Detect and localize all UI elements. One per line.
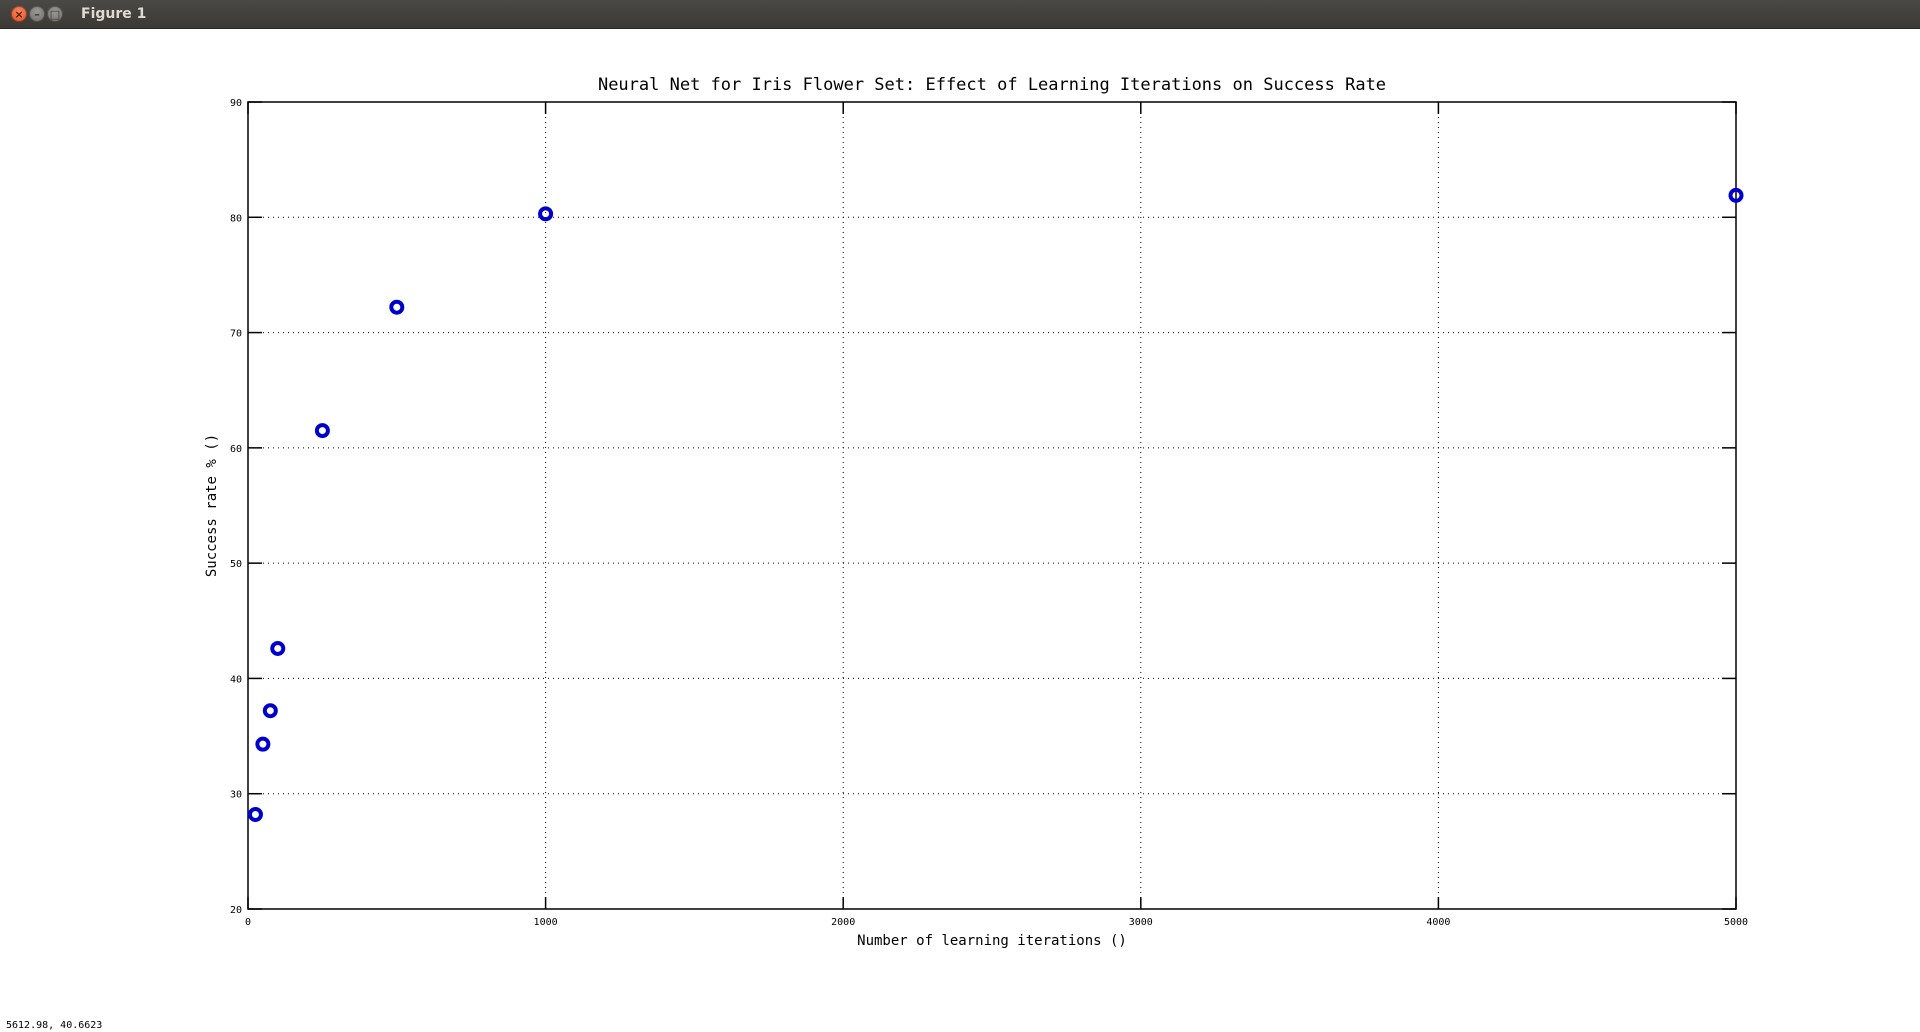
x-tick-label: 5000 <box>1724 917 1748 928</box>
y-tick-label: 80 <box>230 213 242 224</box>
grid-lines <box>248 102 1736 909</box>
y-tick-label: 30 <box>230 790 242 801</box>
y-tick-label: 20 <box>230 905 242 916</box>
data-point <box>247 806 263 822</box>
y-tick-label: 40 <box>230 674 242 685</box>
minimize-icon: – <box>34 7 40 21</box>
data-point <box>255 736 271 752</box>
axis-ticks: 0 1000 2000 3000 4000 5000 20 30 40 50 60 70 80 90 <box>230 98 1748 928</box>
maximize-icon: □ <box>49 7 61 21</box>
axes-box <box>247 101 1737 910</box>
y-tick-label: 50 <box>230 559 242 570</box>
y-tick-label: 90 <box>230 98 242 109</box>
window-titlebar: × – □ Figure 1 <box>0 0 1920 29</box>
scatter-plot[interactable]: Neural Net for Iris Flower Set: Effect o… <box>0 29 1920 1019</box>
data-point <box>262 703 278 719</box>
chart-title: Neural Net for Iris Flower Set: Effect o… <box>598 75 1386 95</box>
x-tick-label: 4000 <box>1426 917 1450 928</box>
minimize-window-button[interactable]: – <box>29 6 45 22</box>
data-point <box>1728 187 1744 203</box>
window-title: Figure 1 <box>81 6 147 22</box>
cursor-coordinates: 5612.98, 40.6623 <box>6 1020 103 1031</box>
data-point <box>389 299 405 315</box>
data-point <box>538 206 554 222</box>
maximize-window-button[interactable]: □ <box>47 6 63 22</box>
data-points <box>247 187 1744 822</box>
data-point <box>270 640 286 656</box>
close-window-button[interactable]: × <box>11 6 27 22</box>
y-tick-label: 60 <box>230 444 242 455</box>
x-tick-label: 2000 <box>831 917 855 928</box>
y-axis-label: Success rate % () <box>204 434 220 577</box>
data-point <box>314 423 330 439</box>
close-icon: × <box>14 7 24 21</box>
y-tick-label: 70 <box>230 329 242 340</box>
window-controls: × – □ <box>11 6 65 22</box>
x-tick-label: 0 <box>245 917 251 928</box>
x-tick-label: 1000 <box>534 917 558 928</box>
x-tick-label: 3000 <box>1129 917 1153 928</box>
x-axis-label: Number of learning iterations () <box>857 933 1127 949</box>
